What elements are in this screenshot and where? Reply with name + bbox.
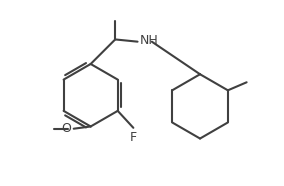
Text: F: F: [130, 131, 137, 144]
Text: NH: NH: [140, 34, 158, 47]
Text: O: O: [62, 122, 72, 135]
